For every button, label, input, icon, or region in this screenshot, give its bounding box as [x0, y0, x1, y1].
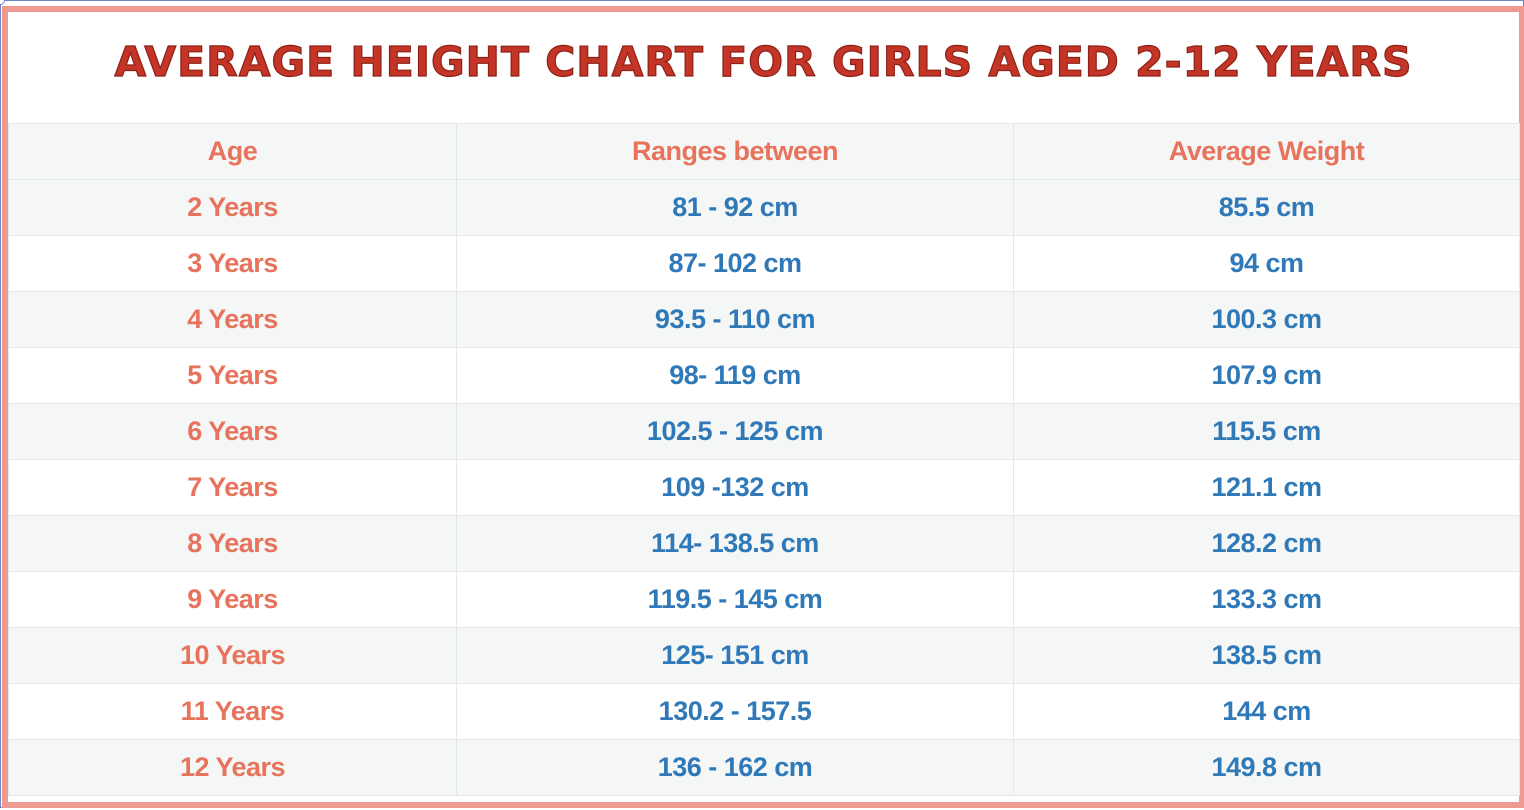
table-row: 10 Years 125- 151 cm 138.5 cm [8, 627, 1520, 684]
range-cell: 98- 119 cm [456, 347, 1014, 404]
table-row: 4 Years 93.5 - 110 cm 100.3 cm [8, 291, 1520, 348]
average-cell: 94 cm [1013, 235, 1520, 292]
table-row: 3 Years 87- 102 cm 94 cm [8, 235, 1520, 292]
range-cell: 102.5 - 125 cm [456, 403, 1014, 460]
average-cell: 121.1 cm [1013, 459, 1520, 516]
age-cell: 10 Years [8, 627, 457, 684]
age-cell: 7 Years [8, 459, 457, 516]
age-cell: 3 Years [8, 235, 457, 292]
age-cell: 11 Years [8, 683, 457, 740]
average-cell: 107.9 cm [1013, 347, 1520, 404]
average-cell: 133.3 cm [1013, 571, 1520, 628]
average-cell: 138.5 cm [1013, 627, 1520, 684]
age-cell: 4 Years [8, 291, 457, 348]
height-table: Age Ranges between Average Weight 2 Year… [8, 123, 1520, 796]
header-range: Ranges between [456, 123, 1014, 180]
average-cell: 149.8 cm [1013, 739, 1520, 796]
age-cell: 8 Years [8, 515, 457, 572]
average-cell: 85.5 cm [1013, 179, 1520, 236]
table-row: 5 Years 98- 119 cm 107.9 cm [8, 347, 1520, 404]
table-row: 7 Years 109 -132 cm 121.1 cm [8, 459, 1520, 516]
chart-frame: AVERAGE HEIGHT CHART FOR GIRLS AGED 2-12… [2, 6, 1524, 808]
range-cell: 109 -132 cm [456, 459, 1014, 516]
resize-handle-top-left[interactable] [0, 0, 5, 5]
header-age: Age [8, 123, 457, 180]
table-row: 11 Years 130.2 - 157.5 144 cm [8, 683, 1520, 740]
chart-title: AVERAGE HEIGHT CHART FOR GIRLS AGED 2-12… [114, 37, 1413, 86]
average-cell: 115.5 cm [1013, 403, 1520, 460]
range-cell: 87- 102 cm [456, 235, 1014, 292]
range-cell: 130.2 - 157.5 [456, 683, 1014, 740]
range-cell: 125- 151 cm [456, 627, 1014, 684]
table-row: 12 Years 136 - 162 cm 149.8 cm [8, 739, 1520, 796]
age-cell: 6 Years [8, 403, 457, 460]
table-row: 6 Years 102.5 - 125 cm 115.5 cm [8, 403, 1520, 460]
header-average: Average Weight [1013, 123, 1520, 180]
table-row: 9 Years 119.5 - 145 cm 133.3 cm [8, 571, 1520, 628]
range-cell: 136 - 162 cm [456, 739, 1014, 796]
average-cell: 144 cm [1013, 683, 1520, 740]
average-cell: 100.3 cm [1013, 291, 1520, 348]
range-cell: 93.5 - 110 cm [456, 291, 1014, 348]
table-row: 8 Years 114- 138.5 cm 128.2 cm [8, 515, 1520, 572]
age-cell: 12 Years [8, 739, 457, 796]
age-cell: 2 Years [8, 179, 457, 236]
range-cell: 114- 138.5 cm [456, 515, 1014, 572]
table-header-row: Age Ranges between Average Weight [8, 123, 1520, 180]
age-cell: 9 Years [8, 571, 457, 628]
average-cell: 128.2 cm [1013, 515, 1520, 572]
age-cell: 5 Years [8, 347, 457, 404]
table-row: 2 Years 81 - 92 cm 85.5 cm [8, 179, 1520, 236]
range-cell: 119.5 - 145 cm [456, 571, 1014, 628]
range-cell: 81 - 92 cm [456, 179, 1014, 236]
